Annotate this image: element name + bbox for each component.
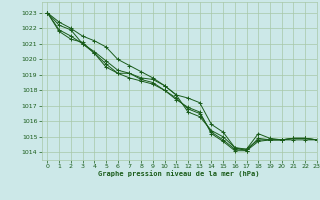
X-axis label: Graphe pression niveau de la mer (hPa): Graphe pression niveau de la mer (hPa): [99, 171, 260, 177]
